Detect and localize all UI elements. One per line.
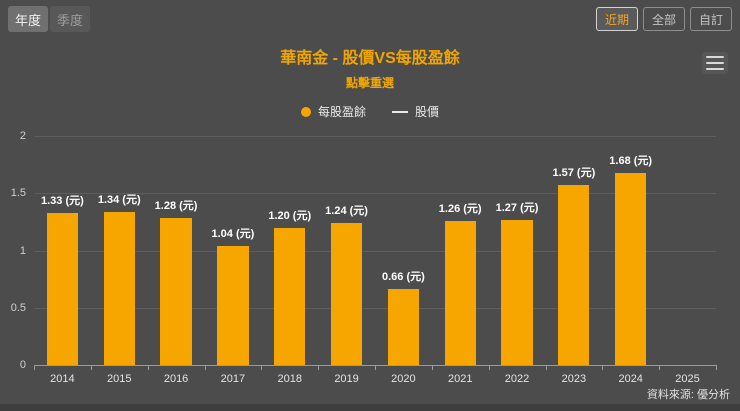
bar-value-label: 1.57 (元): [552, 167, 596, 180]
legend: 每股盈餘 股價: [0, 103, 740, 120]
x-axis-tick: [431, 365, 433, 370]
bar[interactable]: [217, 245, 249, 365]
bar[interactable]: [387, 289, 419, 365]
legend-item-price[interactable]: 股價: [392, 103, 439, 120]
y-axis-label: 1.5: [10, 187, 26, 200]
chart-title: 華南金 - 股價VS每股盈餘: [280, 50, 460, 67]
x-axis-tick: [204, 365, 206, 370]
chart-subtitle: 點擊重選: [345, 76, 394, 90]
range-buttons: 近期 全部 自訂: [595, 7, 732, 31]
x-axis-tick: [318, 365, 320, 370]
x-axis-label: 2025: [675, 373, 700, 385]
x-axis-labels: 2014 2015 2016 2017 2018 2019 2020 2021 2022 2023…: [34, 373, 716, 385]
y-axis-label: 1: [19, 244, 26, 257]
bar-column: 1.28 (元): [148, 136, 205, 365]
x-axis-tick: [716, 365, 717, 370]
bar-value-label: 1.24 (元): [325, 205, 368, 218]
x-axis-label: 2023: [561, 373, 587, 385]
x-axis-label: 2018: [277, 373, 302, 385]
x-axis-tick: [488, 365, 490, 370]
x-axis-label: 2019: [334, 373, 359, 385]
x-axis-tick: [602, 365, 604, 370]
x-axis-label: 2014: [50, 373, 75, 385]
x-axis-label: 2016: [163, 373, 189, 385]
legend-item-eps[interactable]: 每股盈餘: [300, 103, 366, 120]
bar[interactable]: [160, 218, 192, 365]
gridline: [34, 136, 716, 137]
x-axis-tick: [147, 365, 149, 370]
data-source-label: 資料來源: 優分析: [646, 389, 730, 401]
bar[interactable]: [330, 223, 363, 365]
y-axis-label: 2: [19, 130, 26, 142]
bar-value-label: 1.20 (元): [268, 209, 312, 222]
bar[interactable]: [501, 219, 533, 365]
bar-column: [659, 136, 716, 365]
price-line-icon: [392, 110, 408, 113]
bar-column: 0.66 (元): [375, 136, 432, 365]
bar[interactable]: [274, 227, 306, 365]
x-axis-tick: [659, 365, 661, 370]
gridline: [34, 307, 716, 309]
bar-columns: 1.33 (元) 1.34 (元) 1.28 (元) 1.04 (元) 1.20 (元)…: [34, 136, 716, 365]
tab-annual[interactable]: 年度: [8, 6, 49, 32]
x-axis-label: 2024: [618, 373, 643, 385]
hamburger-menu-icon[interactable]: [702, 52, 728, 74]
bar-column: 1.57 (元): [545, 136, 602, 365]
bar-column: 1.68 (元): [602, 136, 659, 365]
x-axis-label: 2017: [220, 373, 246, 385]
x-axis-label: 2015: [107, 373, 132, 385]
period-tabs: 年度 季度: [8, 6, 91, 32]
bar-value-label: 0.66 (元): [381, 271, 425, 284]
y-axis-label: 0: [19, 359, 26, 371]
tab-quarterly[interactable]: 季度: [50, 6, 91, 32]
gridline: [34, 193, 716, 195]
bar[interactable]: [558, 185, 590, 365]
bar-value-label: 1.34 (元): [97, 193, 141, 206]
bar-value-label: 1.28 (元): [154, 200, 198, 213]
bar-column: 1.04 (元): [204, 136, 261, 365]
x-axis-label: 2020: [391, 373, 416, 385]
x-axis-label: 2021: [447, 373, 473, 385]
bar-column: 1.34 (元): [91, 136, 148, 365]
x-axis-tick: [375, 365, 376, 370]
x-axis-tick: [34, 365, 35, 370]
legend-label-eps: 每股盈餘: [317, 105, 366, 119]
chart-area: 0 0.5 1 1.5 2 1.33 (元) 1.34 (元) 1.28 (元) 1.04 (元…: [11, 130, 717, 385]
x-axis-tick: [261, 365, 263, 370]
plot-area: 0 0.5 1 1.5 2 1.33 (元) 1.34 (元) 1.28 (元) 1.04 (元…: [11, 130, 717, 385]
bar-column: 1.20 (元): [261, 136, 318, 365]
legend-label-price: 股價: [415, 105, 440, 119]
y-axis-label: 0.5: [10, 301, 26, 314]
bar-column: 1.27 (元): [489, 136, 546, 365]
bar-value-label: 1.33 (元): [41, 194, 84, 207]
x-axis-tick: [90, 365, 92, 370]
bar[interactable]: [444, 220, 476, 365]
bar-column: 1.33 (元): [34, 136, 91, 365]
bar-value-label: 1.04 (元): [211, 227, 255, 240]
range-custom-button[interactable]: 自訂: [689, 7, 732, 31]
bar-value-label: 1.27 (元): [495, 201, 539, 214]
bottom-strip: [0, 404, 740, 411]
bar[interactable]: [615, 172, 647, 365]
x-axis-tick: [545, 365, 547, 370]
bar-value-label: 1.26 (元): [438, 202, 482, 215]
bar[interactable]: [103, 211, 135, 365]
range-recent-button[interactable]: 近期: [595, 7, 638, 31]
x-axis-label: 2022: [504, 373, 530, 385]
bar[interactable]: [46, 212, 79, 365]
bar-column: 1.24 (元): [318, 136, 375, 365]
bar-column: 1.26 (元): [432, 136, 489, 365]
range-all-button[interactable]: 全部: [642, 7, 685, 31]
eps-dot-icon: [300, 106, 311, 117]
bar-value-label: 1.68 (元): [609, 154, 653, 167]
gridline: [34, 250, 716, 252]
